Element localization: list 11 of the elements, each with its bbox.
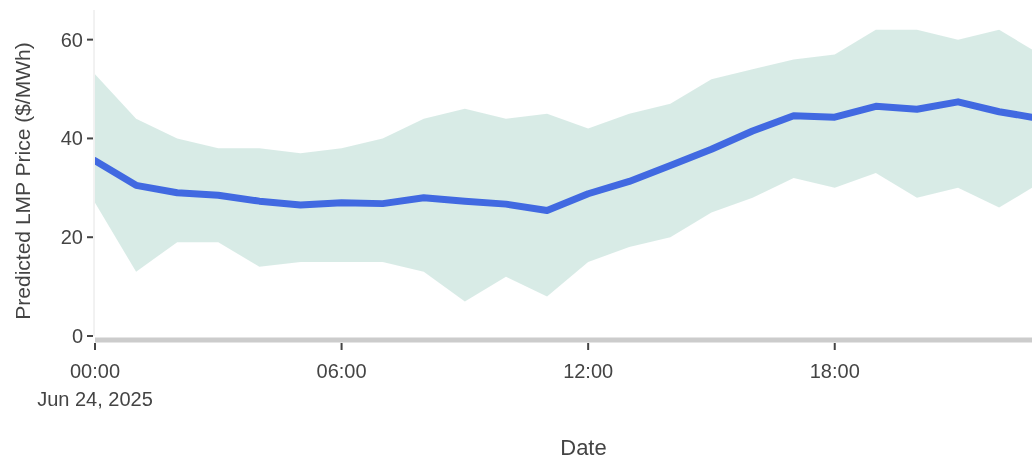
- y-tick-label: 60: [60, 28, 83, 51]
- y-tick-label: 0: [71, 325, 83, 347]
- y-tick-label: 40: [60, 127, 83, 150]
- x-tick-label: 06:00: [316, 360, 367, 382]
- x-tick-label: 12:00: [563, 360, 614, 382]
- y-tick-label: 20: [60, 226, 83, 249]
- x-axis-title: Date: [560, 435, 607, 460]
- text: Jun 24, 2025: [37, 388, 153, 410]
- x-tick-label: 00:00: [69, 360, 121, 382]
- x-tick-label: 18:00: [809, 360, 860, 382]
- y-axis-title: Predicted LMP Price ($/MWh): [11, 42, 34, 320]
